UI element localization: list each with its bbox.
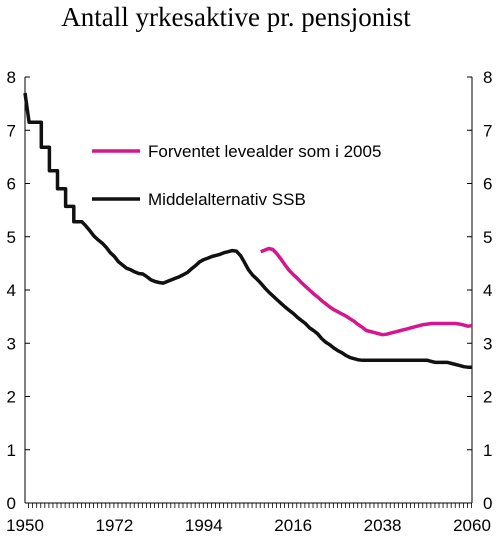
series-line-1: [260, 246, 473, 337]
y-axis-left: 0 1 2 3 4 5 6 7 8: [7, 68, 30, 513]
y-tick-label-right: 6: [483, 175, 492, 194]
x-tick-label: 2060: [453, 516, 491, 535]
y-tick-label-right: 1: [483, 441, 492, 460]
y-tick-label-right: 2: [483, 388, 492, 407]
legend-label-1: Forventet levealder som i 2005: [148, 142, 381, 161]
y-tick-label-right: 0: [483, 494, 492, 513]
x-tick-label: 2016: [274, 516, 312, 535]
y-tick-label-right: 7: [483, 121, 492, 140]
y-tick-label-right: 3: [483, 334, 492, 353]
x-tick-label: 2038: [364, 516, 402, 535]
series-line-2: [23, 92, 472, 369]
x-axis: 1950 1972 1994 2016 2038 2060: [6, 503, 491, 535]
legend-label-2: Middelalternativ SSB: [148, 190, 306, 209]
y-tick-label-left: 1: [7, 441, 16, 460]
series-lines: [23, 92, 473, 369]
y-tick-label-left: 0: [7, 494, 16, 513]
y-tick-label-right: 8: [483, 68, 492, 87]
x-tick-label: 1972: [95, 516, 133, 535]
y-tick-label-left: 7: [7, 121, 16, 140]
y-tick-label-right: 4: [483, 281, 492, 300]
y-tick-label-left: 3: [7, 334, 16, 353]
y-tick-label-right: 5: [483, 228, 492, 247]
legend: Forventet levealder som i 2005 Middelalte…: [92, 142, 381, 209]
y-tick-label-left: 8: [7, 68, 16, 87]
y-tick-label-left: 5: [7, 228, 16, 247]
x-tick-label: 1994: [185, 516, 223, 535]
y-tick-label-left: 2: [7, 388, 16, 407]
y-tick-label-left: 4: [7, 281, 16, 300]
y-axis-right: 0 1 2 3 4 5 6 7 8: [467, 68, 492, 513]
x-tick-label: 1950: [6, 516, 44, 535]
y-tick-label-left: 6: [7, 175, 16, 194]
chart-title: Antall yrkesaktive pr. pensjonist: [61, 2, 411, 32]
plot-frame: [24, 77, 473, 504]
